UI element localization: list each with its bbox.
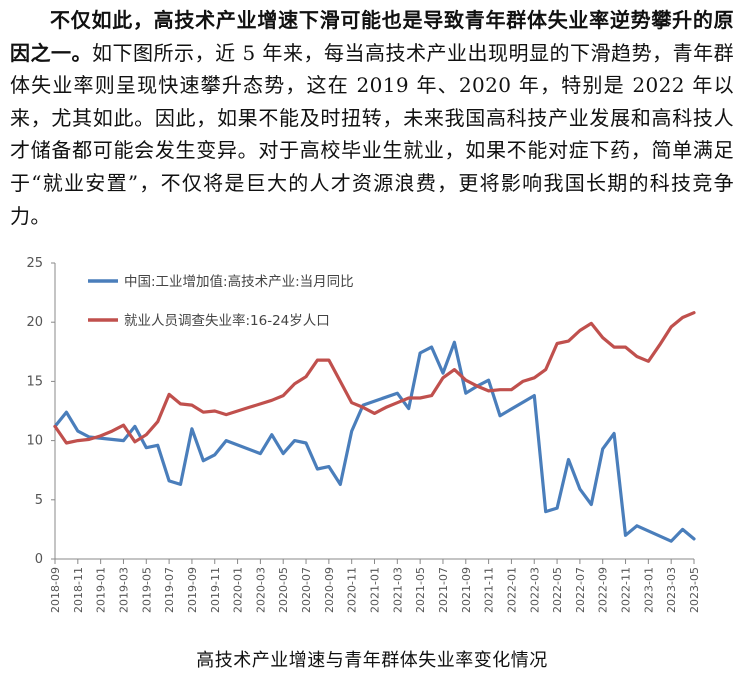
x-tick-label: 2019-11 bbox=[209, 567, 222, 613]
x-tick-label: 2022-11 bbox=[620, 567, 633, 613]
x-tick-label: 2020-07 bbox=[300, 567, 313, 613]
series-line-high-tech bbox=[53, 340, 696, 543]
x-tick-label: 2021-03 bbox=[391, 567, 404, 613]
x-tick-label: 2019-05 bbox=[140, 567, 153, 613]
x-tick-label: 2019-03 bbox=[117, 567, 130, 613]
x-tick-label: 2020-01 bbox=[232, 567, 245, 613]
x-tick-label: 2019-07 bbox=[163, 567, 176, 613]
x-tick-label: 2020-05 bbox=[277, 567, 290, 613]
chart-series-layer bbox=[53, 311, 696, 543]
x-tick-label: 2021-05 bbox=[414, 567, 427, 613]
x-tick-label: 2021-11 bbox=[483, 567, 496, 613]
y-tick-label: 15 bbox=[26, 374, 43, 389]
paragraph-body: 如下图所示，近 5 年来，每当高技术产业出现明显的下滑趋势，青年群体失业率则呈现… bbox=[10, 40, 734, 228]
chart-axes: 0 5 10 15 20 25 2018-09 2018-11 2019-01 2019-03 20… bbox=[26, 256, 701, 613]
x-tick-label: 2023-03 bbox=[665, 567, 678, 613]
x-tick-label: 2020-11 bbox=[346, 567, 359, 613]
x-tick-label: 2021-07 bbox=[437, 567, 450, 613]
legend-label: 就业人员调查失业率:16-24岁人口 bbox=[124, 312, 330, 329]
x-tick-label: 2023-05 bbox=[688, 567, 701, 613]
x-tick-label: 2022-05 bbox=[551, 567, 564, 613]
y-tick-label: 25 bbox=[26, 256, 43, 271]
x-tick-label: 2021-01 bbox=[369, 567, 382, 613]
x-tick-label: 2018-11 bbox=[72, 567, 85, 613]
series-line-youth-unemployment bbox=[53, 311, 696, 445]
x-tick-label: 2019-09 bbox=[186, 567, 199, 613]
x-tick-label: 2022-07 bbox=[574, 567, 587, 613]
y-tick-label: 0 bbox=[35, 552, 43, 567]
line-chart: 0 5 10 15 20 25 2018-09 2018-11 2019-01 2019-03 20… bbox=[26, 256, 701, 613]
chart-caption: 高技术产业增速与青年群体失业率变化情况 bbox=[196, 650, 548, 671]
x-tick-label: 2021-09 bbox=[460, 567, 473, 613]
x-tick-label: 2023-01 bbox=[642, 567, 655, 613]
x-tick-label: 2020-09 bbox=[323, 567, 336, 613]
x-tick-label: 2022-01 bbox=[505, 567, 518, 613]
y-tick-label: 5 bbox=[35, 493, 43, 508]
y-tick-label: 20 bbox=[26, 315, 43, 330]
x-tick-label: 2019-01 bbox=[95, 567, 108, 613]
x-tick-label: 2020-03 bbox=[254, 567, 267, 613]
legend-label: 中国:工业增加值:高技术产业:当月同比 bbox=[124, 273, 354, 290]
body-paragraph: 不仅如此，高技术产业增速下滑可能也是导致青年群体失业率逆势攀升的原因之一。如下图… bbox=[10, 4, 734, 232]
paragraph-lead: 不仅如此，高技术产业增速下滑可能也是导致青年群体失业率逆势攀升的原因之一。 bbox=[10, 8, 734, 65]
x-tick-label: 2018-09 bbox=[49, 567, 62, 613]
x-tick-label: 2022-03 bbox=[528, 567, 541, 613]
y-tick-label: 10 bbox=[26, 434, 43, 449]
x-tick-label: 2022-09 bbox=[597, 567, 610, 613]
